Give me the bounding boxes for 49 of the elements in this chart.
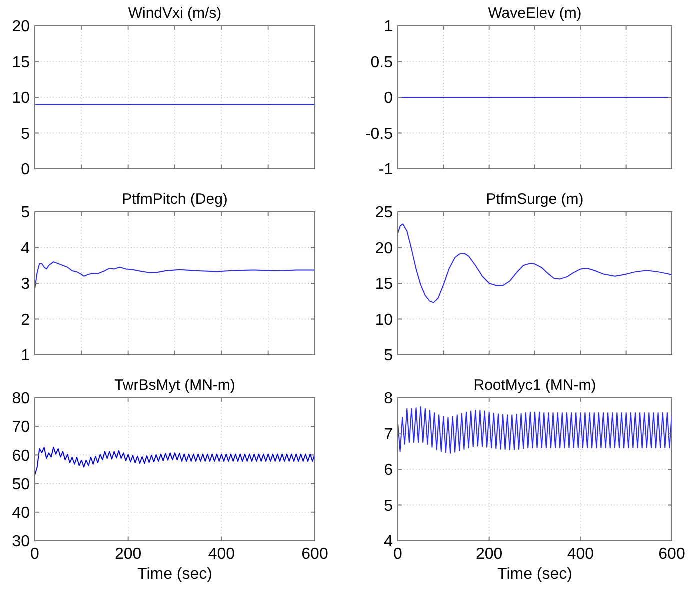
y-tick-label: 15 — [12, 54, 30, 72]
y-tick-label: 5 — [384, 348, 394, 365]
chart-title: WindVxi (m/s) — [128, 5, 222, 22]
y-tick-label: 4 — [21, 240, 30, 258]
x-axis-title: Time (sec) — [498, 566, 572, 583]
y-tick-label: 2 — [21, 312, 30, 329]
y-tick-label: 15 — [375, 276, 394, 294]
y-tick-label: 0 — [21, 162, 30, 179]
y-tick-label: 0.5 — [370, 54, 394, 72]
line-series — [398, 224, 672, 304]
x-tick-label: 200 — [114, 546, 142, 563]
y-tick-label: 5 — [21, 126, 30, 143]
y-tick-label: 40 — [12, 505, 30, 522]
y-tick-label: 20 — [375, 240, 394, 258]
chart-title: PtfmPitch (Deg) — [122, 191, 228, 208]
y-tick-label: 50 — [12, 476, 30, 494]
y-tick-label: 60 — [12, 448, 30, 465]
x-axis-title: Time (sec) — [138, 566, 212, 583]
y-tick-label: 6 — [384, 462, 394, 480]
y-tick-label: -1 — [378, 162, 394, 179]
y-tick-label: 3 — [21, 276, 30, 294]
x-tick-label: 600 — [658, 546, 686, 563]
chart-title: PtfmSurge (m) — [486, 191, 584, 208]
y-tick-label: 1 — [384, 18, 394, 36]
line-series — [398, 406, 672, 454]
x-tick-label: 400 — [567, 546, 594, 563]
y-tick-label: 7 — [384, 426, 394, 444]
chart-title: RootMyc1 (MN-m) — [474, 377, 596, 394]
y-tick-label: 0 — [384, 90, 394, 108]
y-tick-label: 80 — [12, 390, 30, 408]
y-tick-label: -0.5 — [365, 126, 394, 143]
y-tick-label: 5 — [21, 204, 30, 222]
y-tick-label: 1 — [21, 348, 30, 365]
x-tick-label: 600 — [302, 546, 328, 563]
line-series — [34, 446, 316, 476]
y-tick-label: 10 — [12, 90, 30, 108]
x-tick-label: 200 — [476, 546, 503, 563]
y-tick-label: 70 — [12, 419, 30, 436]
y-tick-label: 30 — [12, 534, 30, 551]
y-tick-label: 5 — [384, 498, 394, 515]
chart-title: TwrBsMyt (MN-m) — [114, 377, 236, 394]
y-tick-label: 20 — [12, 18, 30, 36]
y-tick-label: 25 — [375, 204, 394, 222]
chart-title: WaveElev (m) — [488, 5, 582, 22]
y-tick-label: 8 — [384, 390, 394, 408]
y-tick-label: 10 — [375, 312, 394, 329]
x-tick-label: 400 — [208, 546, 236, 563]
y-tick-label: 4 — [384, 534, 394, 551]
line-series — [34, 262, 316, 290]
